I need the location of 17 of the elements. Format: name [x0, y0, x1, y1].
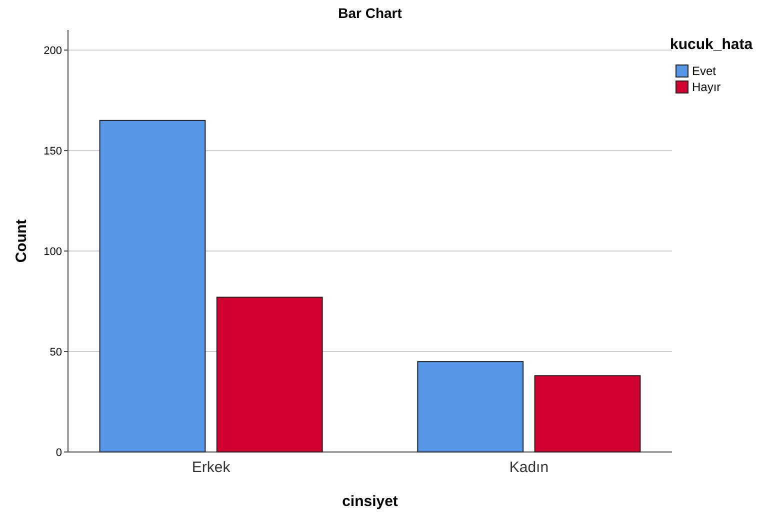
y-tick-label: 150: [44, 145, 62, 158]
bar: [417, 361, 524, 452]
legend-label: Hayır: [692, 80, 721, 94]
x-tick-label: Kadın: [509, 459, 549, 476]
bar: [99, 120, 206, 452]
bar: [534, 375, 641, 452]
y-axis-title: Count: [13, 219, 30, 263]
x-axis-title: cinsiyet: [342, 493, 398, 510]
y-tick-label: 50: [50, 346, 62, 358]
x-tick-label: Erkek: [192, 459, 231, 476]
y-tick-label: 0: [56, 446, 62, 459]
y-tick-label: 100: [44, 246, 62, 258]
y-tick-label: 200: [44, 44, 62, 57]
bar: [216, 296, 323, 452]
legend-title: kucuk_hata: [670, 36, 754, 53]
chart-title: Bar Chart: [338, 5, 402, 21]
legend-label: Evet: [692, 64, 717, 78]
